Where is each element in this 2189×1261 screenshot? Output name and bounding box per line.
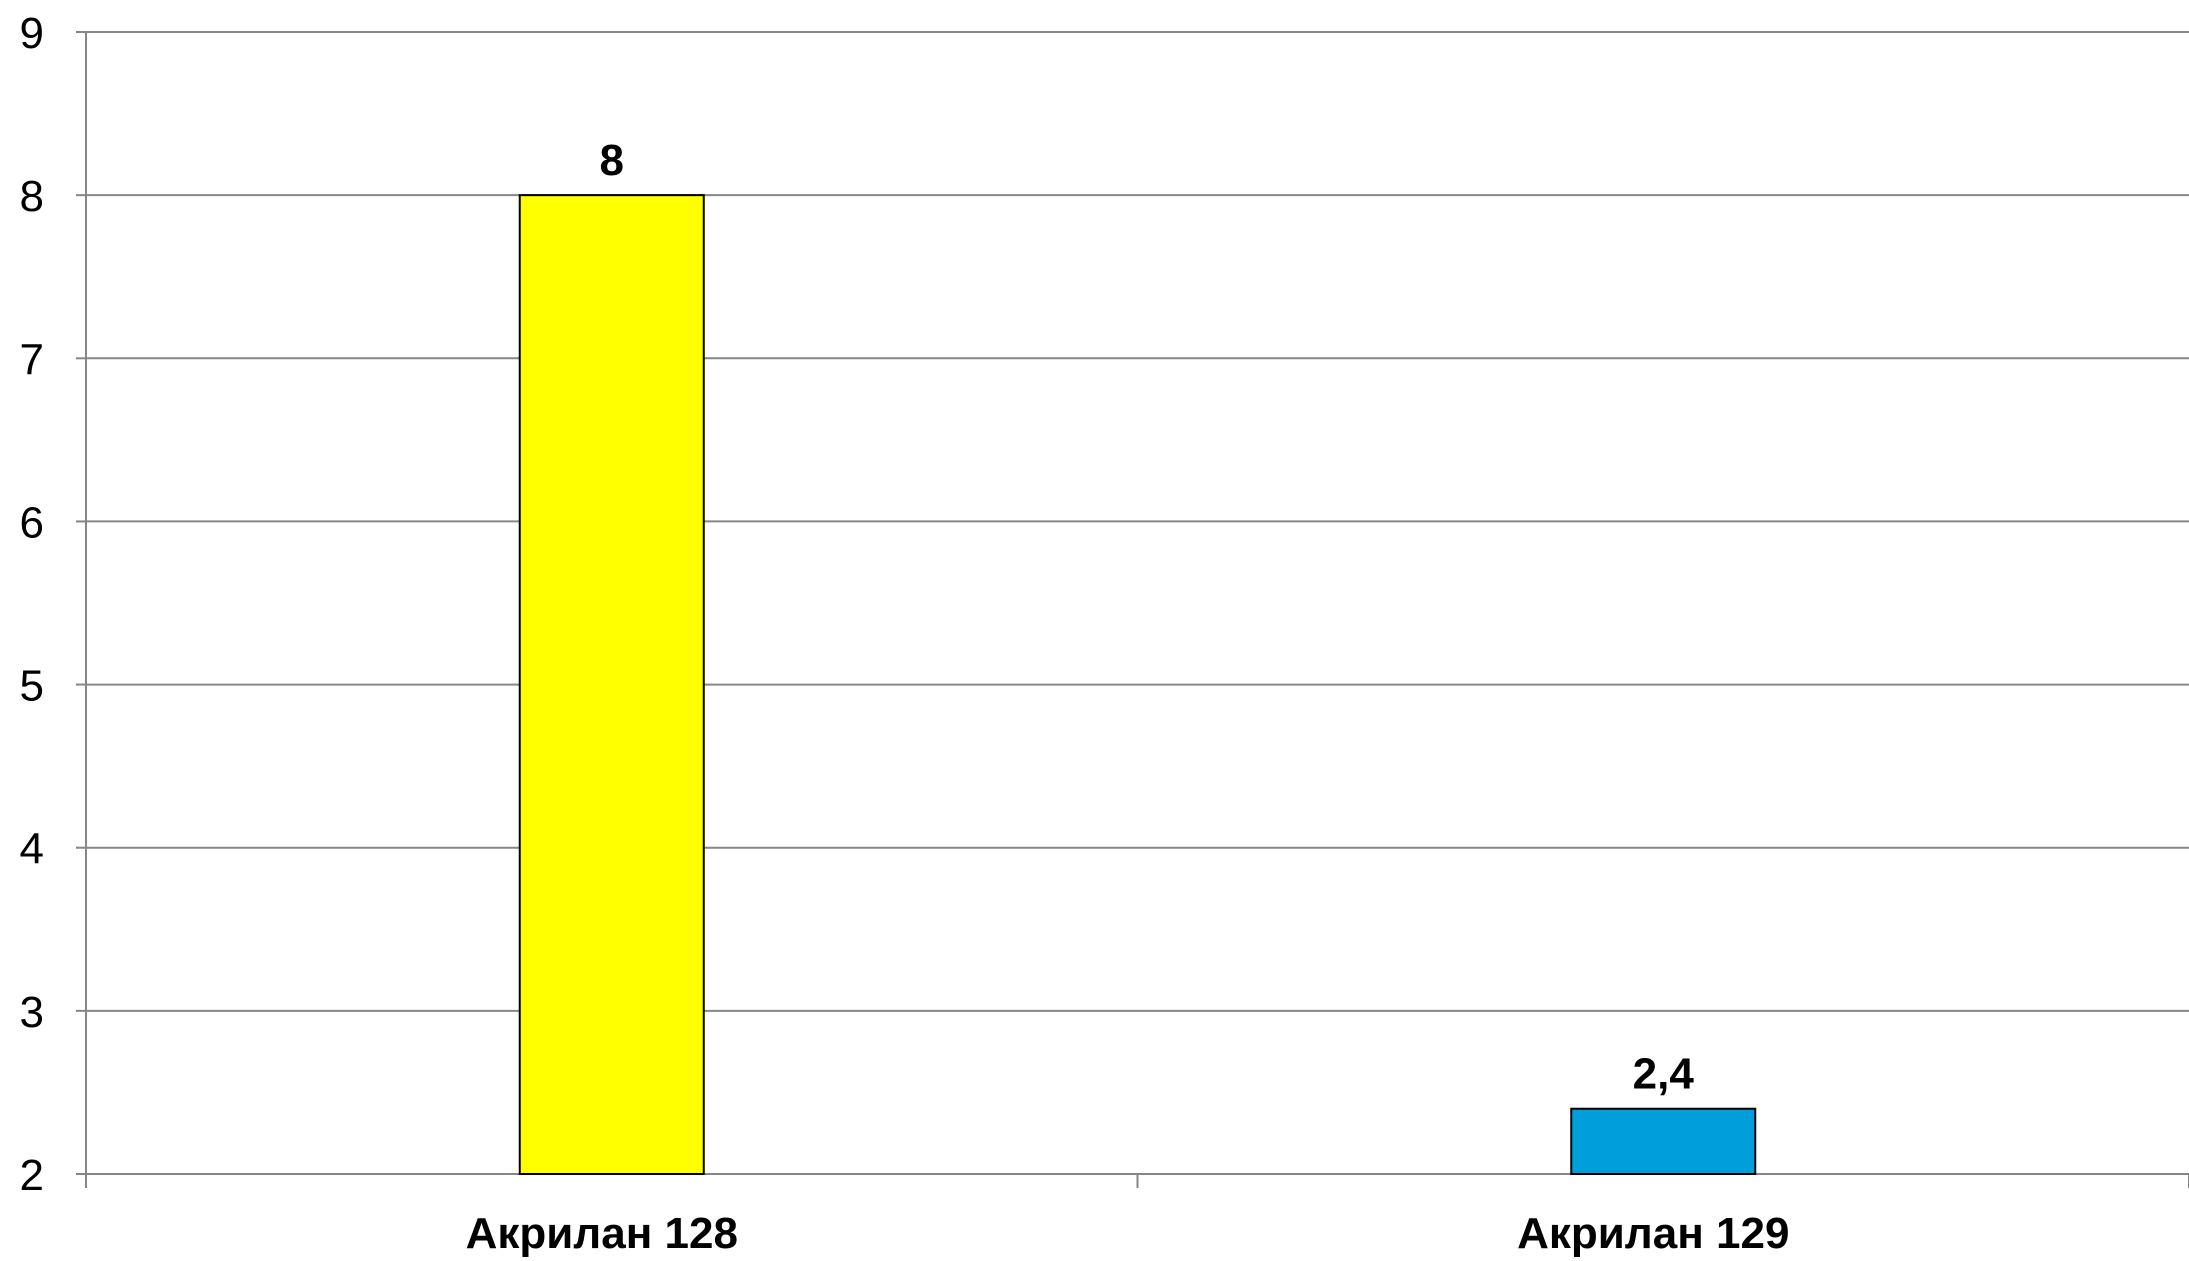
data-label-2: 2,4 — [1633, 1050, 1695, 1099]
labels: 8 Акрилан 128 2,4 Акрилан 129 — [466, 136, 1790, 1258]
x-tick-label-2: Акрилан 129 — [1517, 1209, 1789, 1258]
y-tick-label: 7 — [20, 335, 44, 384]
axes: 2 3 4 5 6 7 8 9 — [20, 9, 2189, 1200]
bars — [518, 194, 1757, 1175]
bar-2 — [1570, 1107, 1757, 1175]
y-tick-label: 6 — [20, 498, 44, 547]
bar-1 — [518, 194, 705, 1175]
y-tick-label: 3 — [20, 988, 44, 1037]
y-tick-label: 5 — [20, 662, 44, 711]
y-tick-label: 8 — [20, 172, 44, 221]
x-tick-label-1: Акрилан 128 — [466, 1209, 738, 1258]
gridlines — [86, 31, 2189, 1175]
y-tick-label: 9 — [20, 9, 44, 58]
data-label-1: 8 — [600, 136, 624, 185]
y-tick-label: 4 — [20, 825, 44, 874]
y-tick-label: 2 — [20, 1151, 44, 1200]
